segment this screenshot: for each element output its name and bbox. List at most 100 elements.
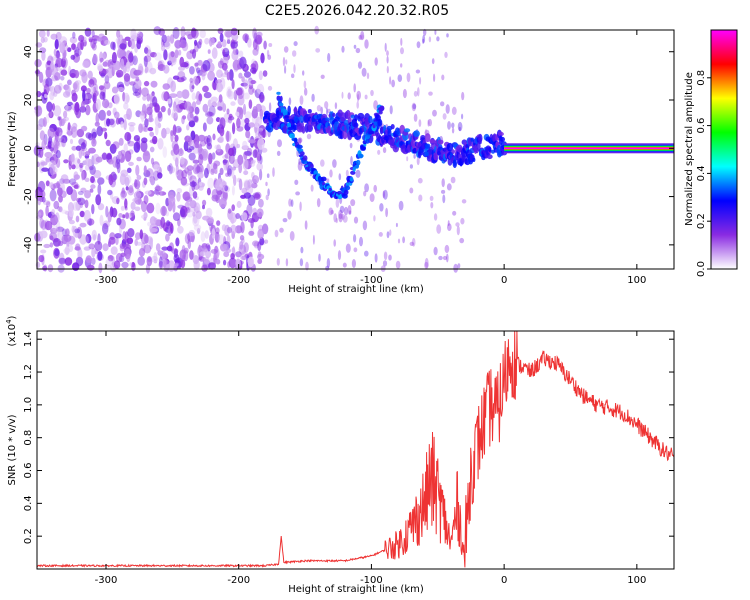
- spectrogram-cell: [52, 182, 61, 189]
- spectrogram-y-axis: -40 -20 0 20 40: [23, 45, 674, 253]
- spectrogram-cell: [357, 93, 360, 102]
- spectrogram-cell: [325, 117, 330, 122]
- spectrogram-cell: [382, 190, 385, 199]
- spectrogram-cell: [69, 36, 78, 44]
- spectrogram-cell: [338, 209, 343, 220]
- spectrogram-cell: [252, 106, 258, 115]
- spectrogram-cell: [263, 40, 267, 50]
- spectrogram-cell: [84, 158, 91, 166]
- spectrogram-cell: [265, 194, 269, 201]
- spectrogram-cell: [460, 217, 465, 225]
- spectrogram-cell: [222, 49, 226, 57]
- spectrogram-cell: [150, 80, 158, 88]
- spectrogram-cell: [333, 213, 338, 223]
- spectrogram-cell: [119, 243, 126, 249]
- spectrogram-cell: [35, 105, 43, 117]
- spectrogram-cell: [87, 70, 93, 80]
- snr-frame: [36, 330, 675, 570]
- spectrogram-cell: [98, 262, 103, 274]
- spectrogram-cell: [71, 145, 77, 151]
- spectrogram-cell: [45, 156, 51, 163]
- spectrogram-cell: [149, 216, 157, 226]
- spectrogram-cell: [161, 91, 168, 101]
- spectrogram-cell: [316, 105, 322, 112]
- spectrogram-cell: [255, 132, 261, 138]
- spectrogram-cell: [213, 163, 218, 170]
- spectrogram-cell: [75, 145, 82, 151]
- spectrogram-cell: [130, 38, 136, 50]
- spectrogram-cell: [123, 102, 129, 110]
- spectrogram-cell: [43, 264, 48, 272]
- spectrogram-cell: [180, 176, 188, 186]
- spectrogram-cell: [48, 182, 55, 189]
- spectrogram-cell: [202, 85, 209, 93]
- spectrogram-cell: [268, 43, 273, 47]
- spectrogram-cell: [361, 67, 367, 77]
- spectrogram-cell: [62, 178, 71, 184]
- spectrogram-cell: [181, 169, 188, 179]
- spectrogram-cell: [488, 147, 492, 152]
- spectrogram-cell: [217, 27, 224, 35]
- spectrogram-cell: [67, 122, 71, 131]
- spectrogram-cell: [74, 183, 80, 190]
- spectrogram-cell: [200, 231, 206, 243]
- spectrogram-cell: [94, 121, 100, 127]
- spectrogram-cell: [236, 126, 244, 132]
- spectrogram-cell: [231, 204, 235, 212]
- spectrogram-cell: [73, 49, 82, 57]
- spectrogram-cell: [161, 34, 168, 43]
- spectrogram-cell: [267, 54, 272, 60]
- spectrogram-cell: [105, 258, 113, 267]
- spectrogram-cell: [39, 218, 45, 229]
- spectrogram-cell: [136, 39, 141, 50]
- spectrogram-cell: [207, 70, 216, 81]
- spectrogram-cell: [366, 72, 370, 80]
- spectrogram-cell: [188, 146, 195, 151]
- spectrogram-cells: [33, 25, 674, 274]
- spectrogram-cell: [428, 118, 432, 127]
- spectrogram-cell: [47, 127, 55, 139]
- spectrogram-cell: [417, 177, 423, 184]
- spectrogram-cell: [244, 111, 252, 119]
- spectrogram-cell: [210, 96, 218, 103]
- spectrogram-cell: [211, 101, 218, 108]
- spectrogram-cell: [432, 109, 437, 117]
- spectrogram-cell: [219, 197, 227, 209]
- spectrogram-cell: [388, 254, 392, 261]
- spectrogram-cell: [95, 98, 101, 111]
- spectrogram-cell: [129, 81, 136, 86]
- spectrogram-cell: [262, 70, 268, 77]
- spectrogram-cell: [37, 180, 46, 193]
- spectrogram-cell: [45, 114, 50, 124]
- spectrogram-cell: [113, 260, 121, 269]
- spectrogram-cell: [90, 184, 96, 189]
- spectrogram-cell: [284, 65, 287, 74]
- spectrogram-cell: [172, 124, 177, 136]
- spectrogram-cell: [171, 248, 179, 254]
- spectrogram-cell: [77, 248, 83, 260]
- spectrogram-cell: [373, 184, 378, 193]
- spectrogram-cell: [257, 138, 265, 150]
- spectrogram-cell: [329, 169, 333, 178]
- spectrogram-cell: [283, 46, 289, 53]
- spectrogram-cell: [49, 235, 54, 240]
- spectrogram-cell: [472, 157, 476, 162]
- spectrogram-cell: [232, 59, 241, 71]
- spectrogram-cell: [282, 218, 288, 223]
- spectrogram-cell: [61, 137, 66, 148]
- carrier-line: [504, 147, 674, 149]
- spectrogram-cell: [55, 212, 60, 223]
- spectrogram-cell: [279, 227, 284, 233]
- spectrogram-cell: [256, 127, 264, 132]
- spectrogram-cell: [226, 234, 231, 246]
- y-tick-label: 0: [23, 145, 34, 151]
- spectrogram-cell: [247, 256, 255, 268]
- spectrogram-cell: [341, 45, 345, 53]
- spectrogram-cell: [237, 154, 244, 166]
- spectrogram-cell: [43, 243, 51, 249]
- spectrogram-cell: [215, 227, 220, 235]
- spectrogram-cell: [332, 159, 337, 168]
- spectrogram-cell: [223, 259, 227, 266]
- spectrogram-cell: [258, 198, 264, 208]
- spectrogram-cell: [342, 262, 347, 268]
